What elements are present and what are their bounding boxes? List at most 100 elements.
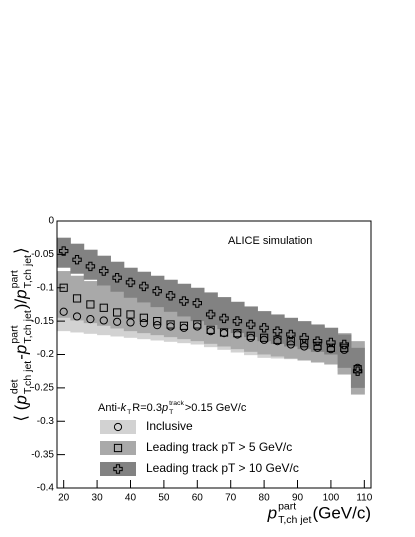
legend-swatch <box>100 462 136 476</box>
marker <box>339 339 349 350</box>
label-sub: T,ch jet <box>22 255 34 288</box>
marker <box>326 343 336 352</box>
marker <box>206 325 215 334</box>
marker <box>259 323 269 333</box>
legend-label: Leading track pT > 5 GeV/c <box>146 440 292 454</box>
label-sup: track <box>169 400 184 407</box>
marker <box>352 366 363 376</box>
y-tick-label: -0.3 <box>37 416 55 427</box>
label-sub: T,ch jet <box>22 310 34 343</box>
marker <box>113 308 122 317</box>
x-tick-label: 80 <box>259 493 271 504</box>
marker <box>125 277 136 288</box>
marker <box>72 312 82 321</box>
y-tick-label: -0.35 <box>31 449 54 460</box>
marker <box>113 422 123 432</box>
label-part: p <box>267 503 277 522</box>
uncertainty-band <box>70 275 85 321</box>
y-tick-label: -0.4 <box>37 483 55 494</box>
uncertainty-band <box>297 321 312 350</box>
marker <box>205 309 216 320</box>
uncertainty-band <box>163 279 178 312</box>
marker <box>153 317 162 326</box>
marker <box>85 261 96 272</box>
label-part: R=0.3 <box>132 402 162 414</box>
marker <box>99 316 108 325</box>
marker <box>113 464 123 474</box>
marker <box>286 337 295 346</box>
marker <box>312 336 323 346</box>
marker <box>300 339 309 348</box>
marker <box>299 333 309 343</box>
uncertainty-band <box>83 281 98 324</box>
uncertainty-band <box>310 324 325 352</box>
uncertainty-band <box>217 297 232 330</box>
annotation: ALICE simulation <box>228 235 312 247</box>
label-part: Anti- <box>98 402 121 414</box>
y-tick-label: -0.2 <box>37 349 55 360</box>
label-sub: T,ch jet <box>22 361 34 394</box>
legend-label: Inclusive <box>146 419 193 433</box>
x-tick-label: 90 <box>292 493 304 504</box>
marker <box>232 316 243 326</box>
label-part: k <box>121 402 127 414</box>
marker <box>246 319 256 330</box>
uncertainty-band <box>284 317 299 347</box>
marker <box>126 318 135 327</box>
marker <box>219 313 229 324</box>
label-part: p <box>11 345 30 355</box>
uncertainty-band <box>150 275 165 308</box>
uncertainty-band <box>257 311 272 342</box>
uncertainty-band <box>123 267 138 298</box>
marker <box>58 246 69 256</box>
marker <box>113 317 122 326</box>
label-part: >0.15 GeV/c <box>185 402 247 414</box>
label-sup: part <box>278 501 296 513</box>
label-part: )/ <box>11 299 30 310</box>
legend-swatch <box>100 420 136 434</box>
marker <box>179 321 189 330</box>
label-part: ⟨ ( <box>11 404 30 421</box>
marker <box>272 326 283 336</box>
marker <box>286 329 296 340</box>
x-tick-label: 110 <box>356 493 372 504</box>
x-tick-label: 70 <box>225 493 237 504</box>
x-tick-label: 40 <box>125 493 137 504</box>
marker <box>260 333 269 342</box>
marker <box>86 300 95 309</box>
label-part: ⟩ <box>11 247 30 254</box>
marker <box>193 320 202 329</box>
uncertainty-band <box>110 261 125 292</box>
legend-swatch <box>100 441 136 455</box>
marker <box>139 319 148 328</box>
uncertainty-band <box>57 237 71 268</box>
uncertainty-band <box>350 347 365 388</box>
uncertainty-band <box>230 301 245 334</box>
uncertainty-band <box>57 271 71 318</box>
label-part: (GeV/c) <box>312 503 371 522</box>
marker <box>179 296 189 306</box>
marker <box>139 281 149 292</box>
x-tick-label: 50 <box>158 493 170 504</box>
marker <box>59 307 68 316</box>
uncertainty-band <box>83 249 98 280</box>
marker <box>139 313 148 322</box>
x-tick-label: 100 <box>323 493 340 504</box>
uncertainty-band <box>97 285 111 326</box>
marker <box>313 341 322 350</box>
legend-label: Leading track pT > 10 GeV/c <box>146 461 299 475</box>
marker <box>72 255 82 265</box>
marker <box>246 331 255 340</box>
marker <box>112 273 122 283</box>
marker <box>72 294 82 303</box>
uncertainty-band <box>203 292 218 326</box>
label-part: - <box>11 354 30 360</box>
marker <box>166 320 175 329</box>
marker <box>99 266 109 276</box>
marker <box>152 286 162 296</box>
